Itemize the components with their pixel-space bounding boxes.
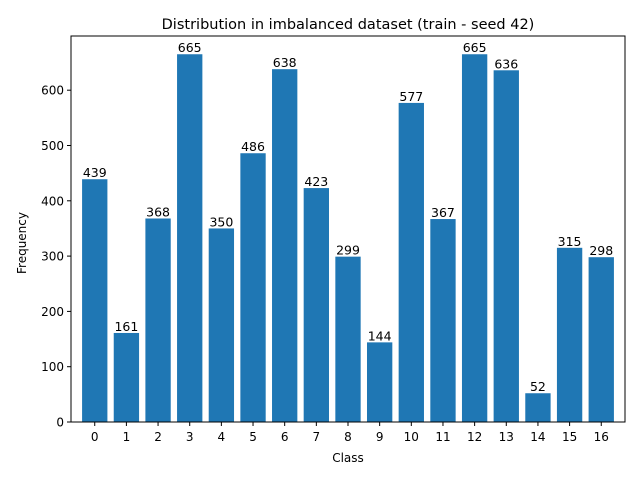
x-tick-label: 8 bbox=[344, 430, 352, 444]
bar-value-label: 665 bbox=[178, 40, 202, 55]
bar-value-label: 665 bbox=[463, 40, 487, 55]
y-tick-label: 600 bbox=[41, 84, 64, 98]
y-tick-label: 100 bbox=[41, 360, 64, 374]
x-tick-label: 6 bbox=[281, 430, 289, 444]
x-tick-label: 2 bbox=[154, 430, 162, 444]
bar-value-label: 367 bbox=[431, 205, 455, 220]
bar-value-label: 638 bbox=[273, 55, 297, 70]
bar-value-labels: 439 161 368 665 350 486 638 423 299 144 577 367 665 6… bbox=[83, 40, 613, 394]
bar-value-label: 577 bbox=[399, 89, 423, 104]
bar-class-5 bbox=[240, 153, 266, 422]
x-tick-label: 0 bbox=[91, 430, 99, 444]
bar-class-14 bbox=[525, 393, 551, 422]
x-tick-label: 14 bbox=[530, 430, 545, 444]
bar-value-label: 161 bbox=[114, 319, 138, 334]
y-tick-label: 300 bbox=[41, 250, 64, 264]
x-tick-label: 11 bbox=[435, 430, 450, 444]
x-tick-label: 12 bbox=[467, 430, 482, 444]
y-axis: 0 100 200 300 400 500 600 bbox=[41, 84, 71, 430]
bar-class-0 bbox=[82, 179, 108, 422]
bar-value-label: 52 bbox=[530, 379, 546, 394]
bar-value-label: 298 bbox=[589, 243, 613, 258]
bar-value-label: 299 bbox=[336, 243, 360, 258]
bar-value-label: 368 bbox=[146, 204, 170, 219]
bar-class-10 bbox=[398, 102, 424, 423]
bar-class-11 bbox=[430, 219, 456, 422]
bar-class-6 bbox=[272, 69, 298, 423]
bar-class-4 bbox=[208, 228, 235, 422]
x-axis-label: Class bbox=[332, 451, 364, 465]
x-tick-label: 7 bbox=[313, 430, 321, 444]
y-tick-label: 200 bbox=[41, 305, 64, 319]
bar-class-1 bbox=[113, 332, 140, 422]
y-tick-label: 400 bbox=[41, 194, 64, 208]
bar-class-16 bbox=[588, 257, 614, 422]
y-tick-label: 0 bbox=[56, 416, 64, 430]
bar-value-label: 486 bbox=[241, 139, 265, 154]
bar-class-13 bbox=[493, 70, 519, 422]
bar-value-label: 350 bbox=[209, 214, 233, 229]
y-axis-label: Frequency bbox=[15, 212, 29, 274]
y-tick-label: 500 bbox=[41, 139, 64, 153]
x-tick-label: 5 bbox=[249, 430, 257, 444]
bar-value-label: 636 bbox=[494, 56, 518, 71]
bar-class-2 bbox=[145, 218, 171, 422]
bar-class-12 bbox=[461, 54, 488, 423]
bar-class-3 bbox=[177, 54, 203, 423]
bar-value-label: 144 bbox=[368, 328, 392, 343]
x-tick-label: 9 bbox=[376, 430, 384, 444]
bar-class-8 bbox=[335, 256, 361, 422]
x-tick-label: 1 bbox=[123, 430, 131, 444]
x-tick-label: 16 bbox=[594, 430, 609, 444]
bar-value-label: 439 bbox=[83, 165, 107, 180]
bar-value-label: 423 bbox=[304, 174, 328, 189]
x-tick-label: 10 bbox=[404, 430, 419, 444]
chart-title: Distribution in imbalanced dataset (trai… bbox=[162, 17, 535, 33]
x-tick-label: 3 bbox=[186, 430, 194, 444]
bar-class-15 bbox=[556, 247, 583, 422]
bar-value-label: 315 bbox=[558, 234, 582, 249]
bars-layer bbox=[82, 54, 614, 423]
x-axis: 0 1 2 3 4 5 6 7 8 9 10 11 12 13 14 15 16 bbox=[91, 422, 609, 444]
x-tick-label: 13 bbox=[499, 430, 514, 444]
x-tick-label: 15 bbox=[562, 430, 577, 444]
bar-class-7 bbox=[303, 188, 330, 422]
bar-class-9 bbox=[366, 342, 393, 422]
x-tick-label: 4 bbox=[218, 430, 226, 444]
